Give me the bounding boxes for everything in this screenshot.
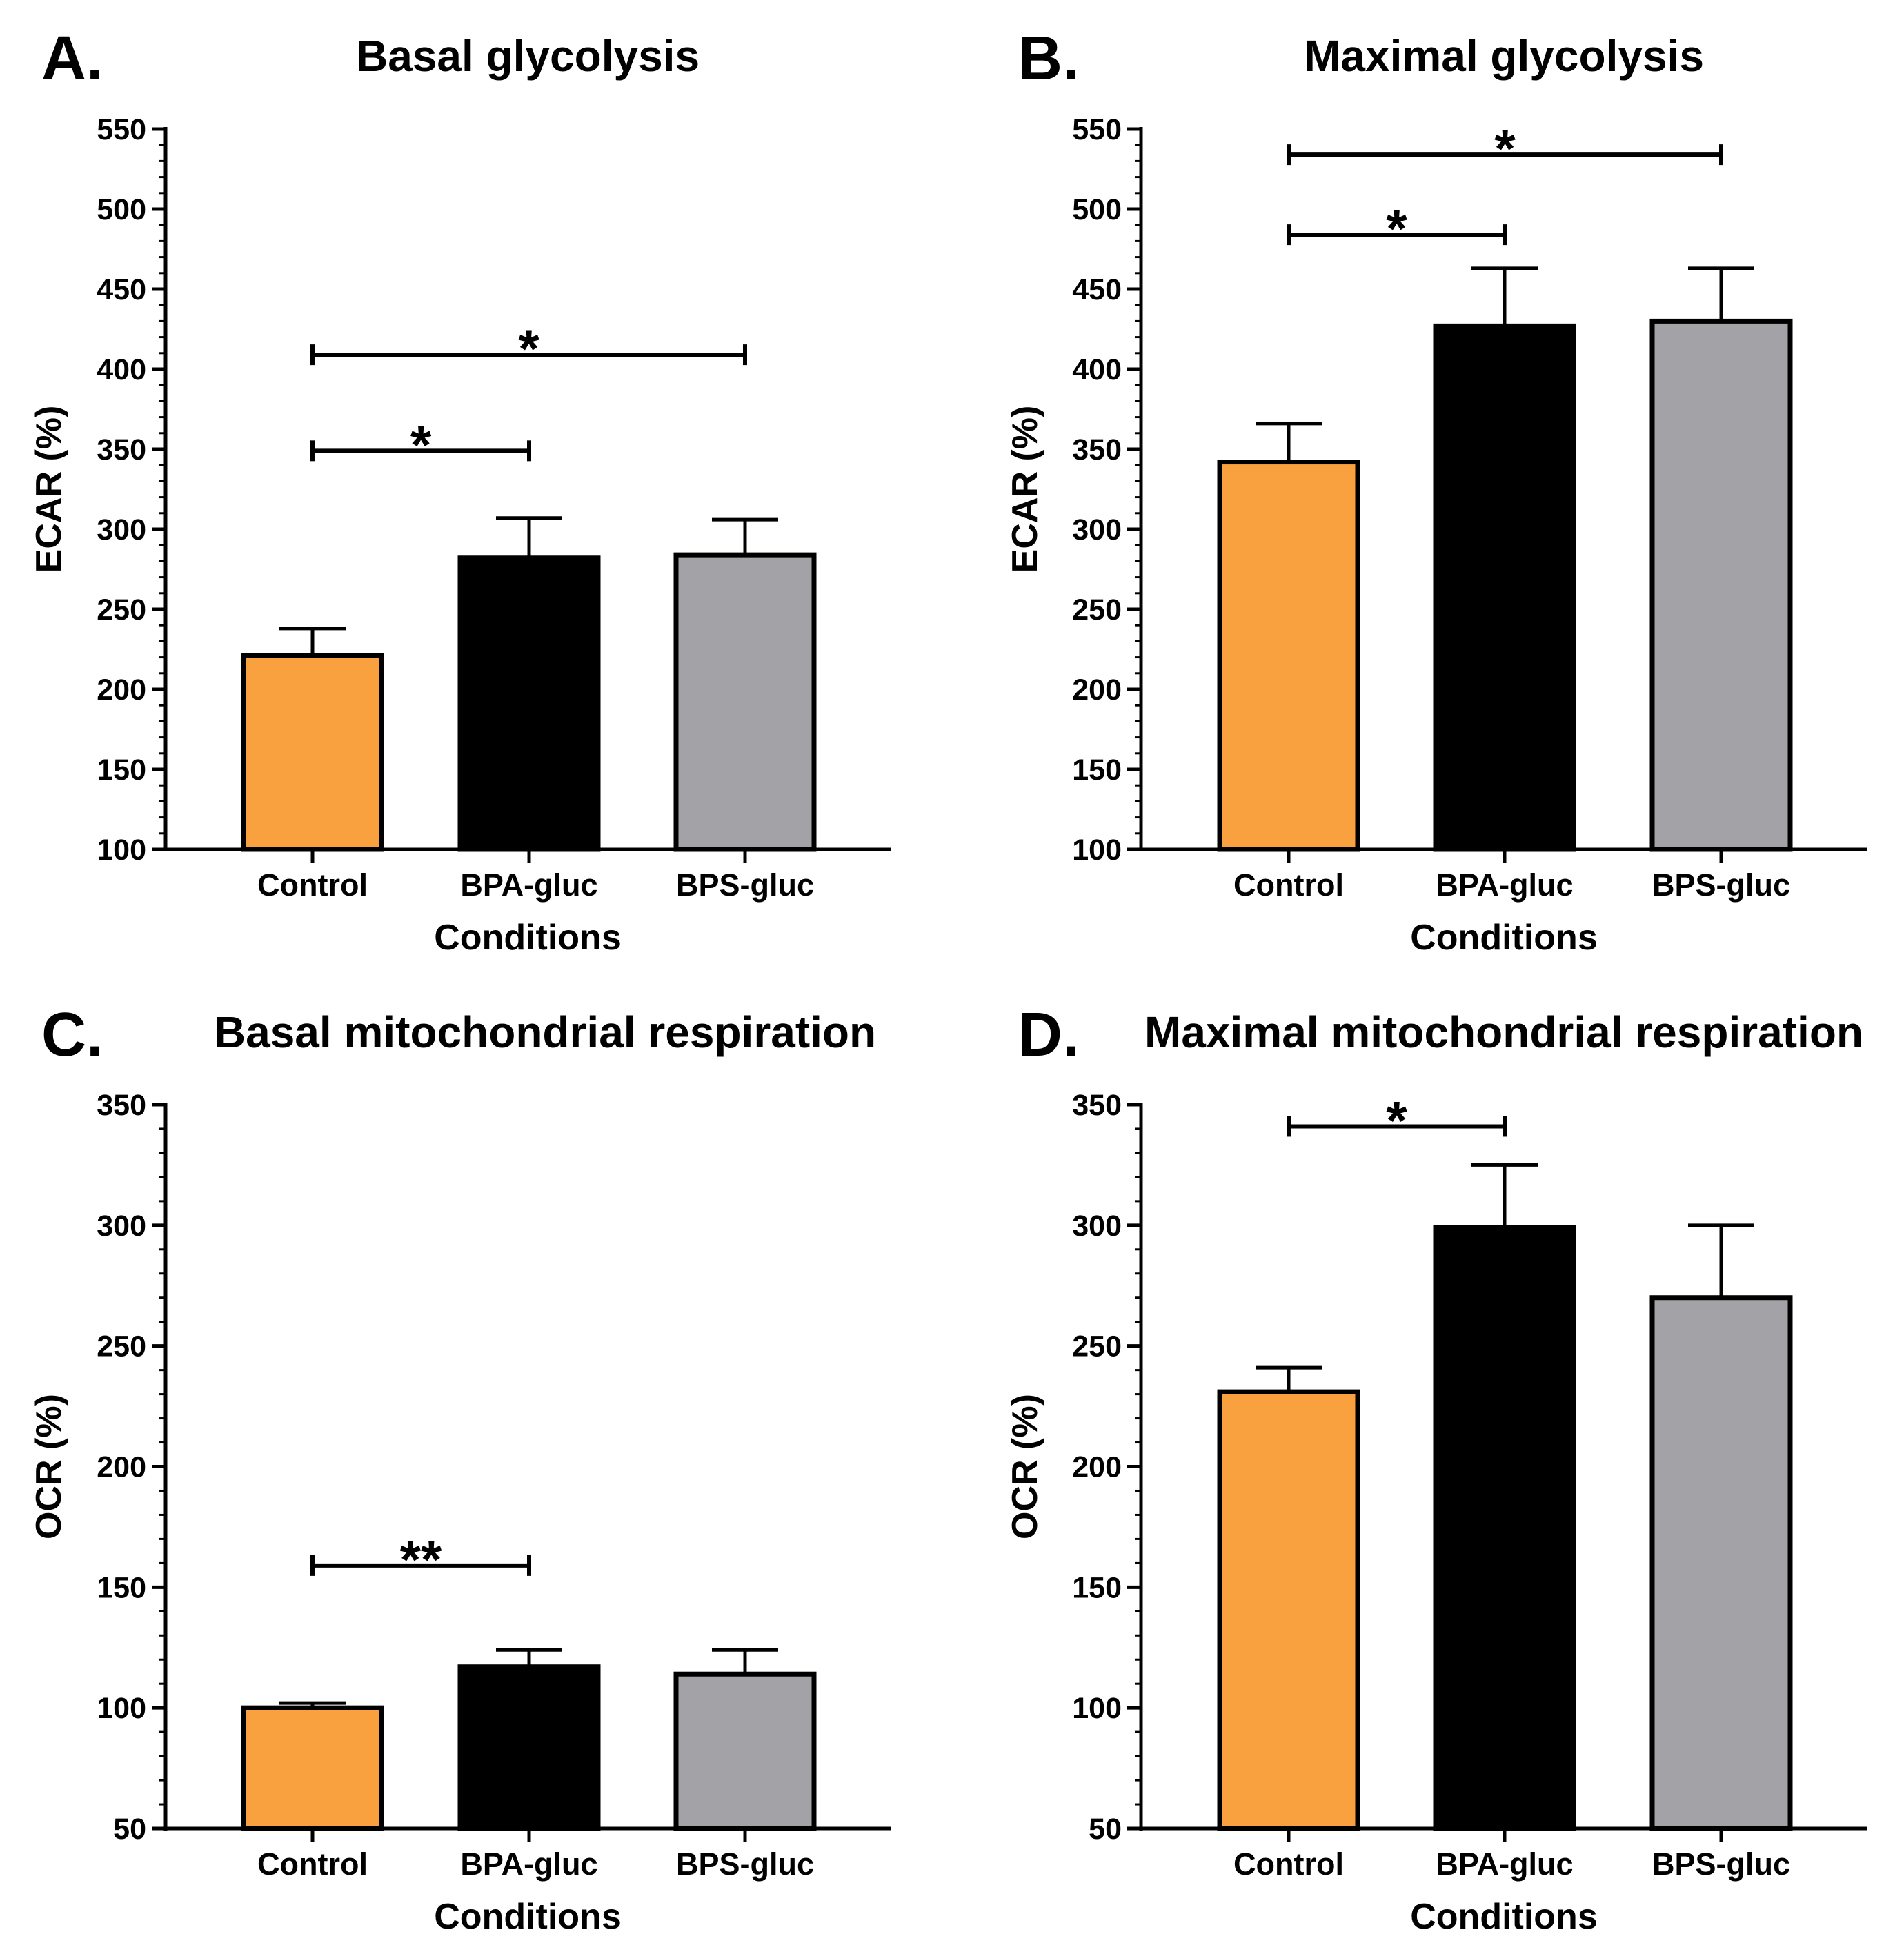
bar-bpa-gluc: [1433, 1225, 1576, 1831]
chart-panel-d: D. Maximal mitochondrial respiration 50 100…: [1005, 1000, 1867, 1937]
bar-bpa-gluc: [1433, 323, 1576, 852]
bar-control: [1217, 1389, 1360, 1831]
bar-bps-gluc: [673, 1671, 817, 1831]
x-tick-label: Control: [1233, 1846, 1344, 1882]
bar-control: [241, 653, 384, 852]
x-tick-label: BPS-gluc: [1652, 1846, 1790, 1882]
x-tick-label: Control: [257, 1846, 368, 1882]
x-axis-label: Conditions: [1410, 918, 1598, 958]
x-tick-label: Control: [1233, 867, 1344, 903]
x-tick-label: BPA-gluc: [460, 867, 597, 903]
chart-title: Basal mitochondrial respiration: [214, 1007, 876, 1057]
y-tick-label: 350: [97, 433, 146, 466]
y-tick-label: 550: [1072, 113, 1122, 146]
bar-bpa-gluc: [457, 1664, 601, 1831]
y-tick-label: 300: [97, 1210, 146, 1243]
y-tick-label: 200: [1072, 1451, 1122, 1484]
y-axis-label: ECAR (%): [29, 406, 69, 573]
chart-title: Maximal mitochondrial respiration: [1144, 1007, 1863, 1057]
x-tick-label: BPS-gluc: [676, 1846, 814, 1882]
y-tick-label: 350: [97, 1089, 146, 1122]
x-axis-label: Conditions: [1410, 1897, 1598, 1937]
y-tick-label: 300: [97, 513, 146, 546]
y-tick-label: 100: [97, 834, 146, 867]
x-tick-label: BPA-gluc: [1436, 1846, 1573, 1882]
y-tick-label: 200: [1072, 673, 1122, 707]
significance-label: **: [400, 1529, 442, 1590]
y-tick-label: 300: [1072, 513, 1122, 546]
y-tick-label: 350: [1072, 1089, 1122, 1122]
y-tick-label: 150: [97, 1571, 146, 1604]
y-tick-label: 50: [113, 1813, 146, 1846]
y-tick-label: 250: [1072, 1330, 1122, 1363]
bar-bpa-gluc: [457, 555, 601, 852]
significance-label: *: [410, 414, 432, 475]
y-tick-label: 400: [1072, 353, 1122, 386]
y-axis-label: OCR (%): [29, 1394, 69, 1539]
panel-letter: A.: [41, 24, 103, 93]
x-axis-label: Conditions: [434, 918, 622, 958]
y-tick-label: 100: [1072, 834, 1122, 867]
y-tick-label: 150: [1072, 753, 1122, 787]
y-tick-label: 450: [1072, 273, 1122, 306]
panel-letter: C.: [41, 1000, 103, 1069]
x-axis-label: Conditions: [434, 1897, 622, 1937]
chart-panel-b: B. Maximal glycolysis 100 150 200 250 300 350 40…: [1005, 24, 1867, 958]
bar-bps-gluc: [1649, 318, 1793, 852]
significance-label: *: [1386, 1089, 1407, 1150]
y-tick-label: 400: [97, 353, 146, 386]
y-axis-label: ECAR (%): [1005, 406, 1045, 573]
y-tick-label: 150: [97, 753, 146, 787]
y-tick-label: 250: [97, 593, 146, 627]
x-tick-label: BPA-gluc: [1436, 867, 1573, 903]
x-tick-label: BPA-gluc: [460, 1846, 597, 1882]
y-tick-label: 100: [97, 1692, 146, 1725]
x-tick-label: BPS-gluc: [1652, 867, 1790, 903]
bar-control: [1217, 460, 1360, 852]
y-axis-label: OCR (%): [1005, 1394, 1045, 1539]
chart-panel-a: A. Basal glycolysis 100 150 200 250 300 350 400 4…: [29, 24, 891, 958]
y-tick-label: 300: [1072, 1210, 1122, 1243]
panel-letter: B.: [1018, 24, 1080, 93]
chart-title: Basal glycolysis: [356, 31, 700, 81]
x-tick-label: Control: [257, 867, 368, 903]
panel-letter: D.: [1018, 1000, 1080, 1069]
y-tick-label: 200: [97, 673, 146, 707]
y-tick-label: 450: [97, 273, 146, 306]
y-tick-label: 250: [97, 1330, 146, 1363]
y-tick-label: 500: [97, 193, 146, 226]
y-tick-label: 50: [1089, 1813, 1122, 1846]
significance-label: *: [518, 318, 539, 379]
significance-label: *: [1494, 118, 1516, 179]
bar-control: [241, 1705, 384, 1831]
y-tick-label: 500: [1072, 193, 1122, 226]
x-tick-label: BPS-gluc: [676, 867, 814, 903]
chart-panel-c: C. Basal mitochondrial respiration 50 100 15…: [29, 1000, 891, 1937]
y-tick-label: 200: [97, 1451, 146, 1484]
y-tick-label: 250: [1072, 593, 1122, 627]
y-tick-label: 100: [1072, 1692, 1122, 1725]
y-tick-label: 550: [97, 113, 146, 146]
bar-bps-gluc: [1649, 1295, 1793, 1831]
chart-title: Maximal glycolysis: [1304, 31, 1704, 81]
y-tick-label: 350: [1072, 433, 1122, 466]
significance-label: *: [1386, 198, 1407, 259]
bar-bps-gluc: [673, 552, 817, 852]
y-tick-label: 150: [1072, 1571, 1122, 1604]
